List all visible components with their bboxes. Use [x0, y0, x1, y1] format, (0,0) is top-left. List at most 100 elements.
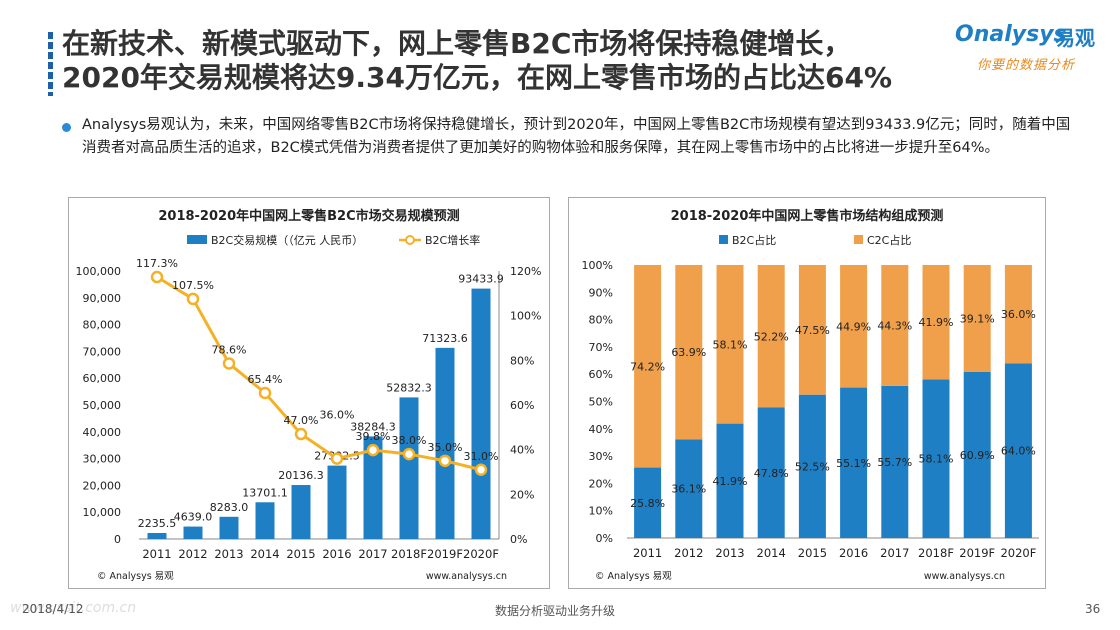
x-tick-label: 2020F [463, 547, 499, 561]
bullet-text: Analysys易观认为，未来，中国网络零售B2C市场将保持稳健增长，预计到20… [82, 117, 1071, 156]
growth-rate-line [156, 275, 482, 472]
market-structure-chart: 2018-2020年中国网上零售市场结构组成预测 B2C占比 C2C占比 0% 10% 2… [582, 208, 1039, 582]
y-tick-label: 40% [589, 423, 613, 436]
bar-c2c-share [1004, 265, 1032, 364]
y-left-tick-label: 90,000 [83, 292, 122, 305]
chart-title: 2018-2020年中国网上零售市场结构组成预测 [671, 208, 944, 224]
y-left-tick-label: 0 [114, 533, 121, 546]
bar-data-label: 8283.0 [210, 501, 249, 514]
y-right-tick-label: 80% [510, 354, 534, 367]
b2c-scale-chart-panel: 2018-2020年中国网上零售B2C市场交易规模预测 B2C交易规模（（亿元 人… [68, 197, 550, 589]
b2c-share-label: 60.9% [960, 449, 995, 462]
growth-rate-point [366, 443, 380, 457]
bar-data-label: 93433.9 [458, 273, 504, 286]
title-line-1: 在新技术、新模式驱动下，网上零售B2C市场将保持稳健增长， [62, 27, 852, 60]
c2c-share-label: 39.1% [960, 312, 995, 325]
page-number: 36 [1085, 602, 1101, 616]
y-right-tick-label: 20% [510, 488, 534, 501]
y-right-tick-label: 120% [510, 265, 541, 278]
market-structure-chart-panel: 2018-2020年中国网上零售市场结构组成预测 B2C占比 C2C占比 0% 10% 2… [568, 197, 1046, 589]
b2c-share-label: 41.9% [713, 475, 748, 488]
growth-rate-label: 38.0% [392, 434, 427, 447]
growth-rate-point [222, 357, 236, 370]
bar-data-label: 52832.3 [386, 381, 432, 394]
bar-b2c-share [716, 423, 744, 538]
bar-c2c-share [675, 265, 703, 440]
bar-c2c-share [634, 265, 662, 468]
c2c-share-label: 44.9% [836, 320, 871, 333]
legend-swatch-b2c-scale [187, 235, 207, 244]
legend-label-growth: B2C增长率 [425, 233, 480, 247]
legend-label-b2c-share: B2C占比 [732, 233, 776, 247]
bar-b2c-share [675, 439, 703, 538]
bar-data-label: 4639.0 [174, 511, 213, 524]
y-tick-label: 60% [589, 368, 613, 381]
bar-c2c-share [881, 265, 909, 386]
growth-rate-point [330, 452, 344, 465]
bar-b2c-scale [363, 436, 383, 539]
x-tick-label: 2016 [322, 547, 351, 561]
x-tick-label: 2014 [250, 547, 279, 561]
c2c-share-label: 58.1% [713, 338, 748, 351]
chart-url: www.analysys.cn [426, 571, 507, 582]
x-tick-label: 2013 [214, 547, 243, 561]
growth-rate-label: 117.3% [136, 257, 178, 270]
growth-rate-label: 107.5% [172, 279, 214, 292]
y-left-tick-label: 40,000 [83, 426, 122, 439]
bar-b2c-scale [291, 485, 311, 539]
b2c-share-label: 25.8% [630, 497, 665, 510]
bar-b2c-share [840, 387, 868, 538]
y-left-tick-label: 50,000 [83, 399, 122, 412]
y-left-tick-label: 30,000 [83, 453, 122, 466]
c2c-share-label: 52.2% [754, 330, 789, 343]
y-left-tick-label: 70,000 [83, 345, 122, 358]
bar-b2c-scale [399, 397, 419, 539]
footer-watermark: www.ussit.com.cn [10, 600, 137, 616]
bar-c2c-share [798, 265, 826, 395]
x-tick-label: 2018F [391, 547, 427, 561]
footer-center: 数据分析驱动业务升级 [495, 604, 616, 618]
bar-data-label: 13701.1 [242, 486, 288, 499]
x-tick-label: 2020F [1000, 546, 1036, 560]
bar-b2c-scale [183, 526, 203, 539]
growth-rate-point [294, 427, 308, 441]
bar-data-label: 2235.5 [138, 517, 177, 530]
x-tick-label: 2015 [798, 546, 827, 560]
c2c-share-label: 44.3% [877, 319, 912, 332]
growth-rate-label: 65.4% [248, 373, 283, 386]
bar-b2c-scale [327, 465, 347, 539]
y-tick-label: 10% [589, 505, 613, 518]
y-tick-label: 20% [589, 477, 613, 490]
b2c-share-label: 64.0% [1001, 445, 1036, 458]
y-left-tick-label: 10,000 [83, 506, 122, 519]
x-tick-label: 2016 [839, 546, 868, 560]
chart-url: www.analysys.cn [924, 571, 1005, 582]
growth-rate-label: 78.6% [212, 343, 247, 356]
x-tick-label: 2013 [715, 546, 744, 560]
chart-title: 2018-2020年中国网上零售B2C市场交易规模预测 [158, 208, 459, 224]
x-tick-label: 2019F [959, 546, 995, 560]
page-title: 在新技术、新模式驱动下，网上零售B2C市场将保持稳健增长， 2020年交易规模将… [62, 27, 1022, 95]
title-accent-bar [48, 32, 53, 96]
bar-b2c-share [1004, 363, 1032, 538]
b2c-share-label: 52.5% [795, 460, 830, 473]
y-left-tick-label: 80,000 [83, 319, 122, 332]
bar-c2c-share [716, 265, 744, 424]
y-tick-label: 50% [589, 396, 613, 409]
bar-c2c-share [922, 265, 950, 380]
x-tick-label: 2011 [142, 547, 171, 561]
bar-b2c-share [881, 385, 909, 538]
growth-rate-point [150, 270, 164, 284]
b2c-share-label: 36.1% [671, 483, 706, 496]
x-tick-label: 2015 [286, 547, 315, 561]
growth-rate-point [186, 292, 200, 306]
title-line-2: 2020年交易规模将达9.34万亿元，在网上零售市场的占比达64% [62, 61, 893, 94]
legend-label-b2c-scale: B2C交易规模（（亿元 人民币） [211, 233, 363, 247]
bar-c2c-share [840, 265, 868, 388]
y-left-tick-label: 20,000 [83, 479, 122, 492]
y-tick-label: 100% [582, 259, 613, 272]
growth-rate-label: 31.0% [464, 450, 499, 463]
chart-source: © Analysys 易观 [97, 571, 174, 582]
y-tick-label: 80% [589, 314, 613, 327]
bar-b2c-share [798, 394, 826, 538]
